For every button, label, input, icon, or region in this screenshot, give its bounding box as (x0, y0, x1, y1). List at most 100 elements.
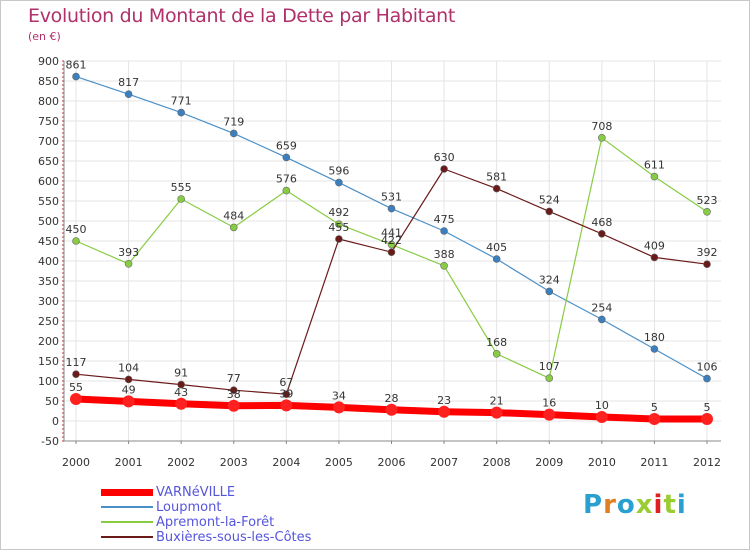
data-label: 817 (118, 76, 139, 89)
x-tick-label: 2004 (272, 456, 300, 469)
data-label: 5 (704, 401, 711, 414)
data-point (124, 259, 133, 268)
data-point (72, 370, 80, 379)
data-point (70, 393, 82, 405)
line-chart: -50 0 50 100 150 200 250 300 350 400 450 500 550 600 6… (38, 55, 721, 469)
data-point (650, 345, 659, 353)
data-label: 393 (118, 246, 139, 259)
data-label: 117 (66, 356, 87, 369)
x-tick-label: 2000 (62, 456, 90, 469)
data-point (545, 287, 554, 296)
data-point (385, 403, 398, 416)
data-label: 450 (66, 223, 87, 236)
x-tick-label: 2005 (325, 456, 353, 469)
y-tick-label: 650 (38, 155, 59, 168)
y-tick-label: 900 (38, 55, 59, 68)
data-point (229, 129, 238, 138)
data-point (124, 90, 133, 98)
legend-label: Buxières-sous-les-Côtes (156, 530, 312, 545)
data-label: 455 (328, 221, 349, 234)
x-tick-label: 2001 (115, 456, 143, 469)
chart-title: Evolution du Montant de la Dette par Hab… (28, 5, 456, 27)
data-point (701, 413, 713, 425)
data-point (440, 261, 448, 270)
y-tick-label: 250 (38, 315, 59, 328)
y-tick-label: 800 (38, 95, 59, 108)
legend-swatch (101, 506, 153, 508)
data-label: 555 (171, 181, 192, 194)
data-label: 484 (223, 209, 244, 222)
data-label: 531 (381, 191, 402, 204)
data-point (703, 208, 711, 216)
data-label: 91 (174, 367, 188, 380)
data-point (335, 178, 343, 187)
data-label: 168 (486, 336, 507, 349)
data-point (177, 380, 185, 389)
data-point (438, 405, 451, 418)
data-label: 254 (591, 301, 612, 314)
x-tick-label: 2009 (535, 456, 563, 469)
legend-label: Loupmont (156, 500, 222, 515)
data-label: 409 (644, 239, 665, 252)
x-tick-label: 2011 (640, 456, 668, 469)
data-label: 39 (279, 387, 293, 400)
legend-swatch (101, 489, 153, 496)
brand-logo: Proxiti (583, 490, 687, 520)
legend-swatch (101, 521, 153, 523)
data-point (335, 235, 343, 243)
data-label: 388 (434, 248, 455, 261)
data-label: 475 (434, 213, 455, 226)
data-label: 468 (591, 216, 612, 229)
y-tick-label: 400 (38, 255, 59, 268)
data-point (598, 315, 606, 324)
x-tick-label: 2007 (430, 456, 458, 469)
y-tick-label: 700 (38, 135, 59, 148)
data-label: 392 (697, 246, 718, 259)
data-point (177, 108, 185, 117)
data-label: 405 (486, 241, 507, 254)
data-label: 107 (539, 360, 560, 373)
data-point (387, 204, 396, 213)
data-point (440, 227, 448, 235)
data-label: 422 (381, 234, 402, 247)
data-point (124, 375, 133, 384)
data-point (387, 240, 396, 249)
brand-letter: o (616, 490, 636, 520)
data-label: 581 (486, 171, 507, 184)
y-tick-label: 0 (52, 415, 59, 428)
y-tick-label: 500 (38, 215, 59, 228)
data-point (650, 172, 659, 181)
y-tick-label: -50 (41, 435, 59, 448)
data-point (387, 248, 396, 256)
y-tick-label: 350 (38, 275, 59, 288)
data-label: 180 (644, 331, 665, 344)
data-point (650, 253, 659, 262)
data-point (703, 260, 711, 269)
data-label: 596 (328, 165, 349, 178)
data-label: 524 (539, 193, 560, 206)
brand-letter: i (676, 490, 687, 520)
data-label: 576 (276, 173, 297, 186)
data-label: 104 (118, 361, 139, 374)
legend-swatch (101, 536, 153, 538)
data-point (440, 165, 448, 173)
data-point (175, 397, 188, 410)
data-label: 611 (644, 159, 665, 172)
data-point (335, 220, 343, 228)
brand-letter: x (635, 490, 654, 520)
x-tick-label: 2002 (167, 456, 195, 469)
data-label: 23 (437, 394, 451, 407)
data-label: 659 (276, 139, 297, 152)
data-point (543, 408, 556, 421)
y-tick-label: 850 (38, 75, 59, 88)
legend-label: Apremont-la-Forêt (156, 515, 275, 530)
y-tick-label: 550 (38, 195, 59, 208)
brand-letter: P (583, 490, 604, 520)
data-point (648, 413, 661, 425)
data-point (490, 406, 503, 419)
data-label: 28 (385, 392, 399, 405)
data-label: 861 (66, 59, 87, 72)
x-tick-label: 2008 (483, 456, 511, 469)
x-tick-label: 2003 (220, 456, 248, 469)
